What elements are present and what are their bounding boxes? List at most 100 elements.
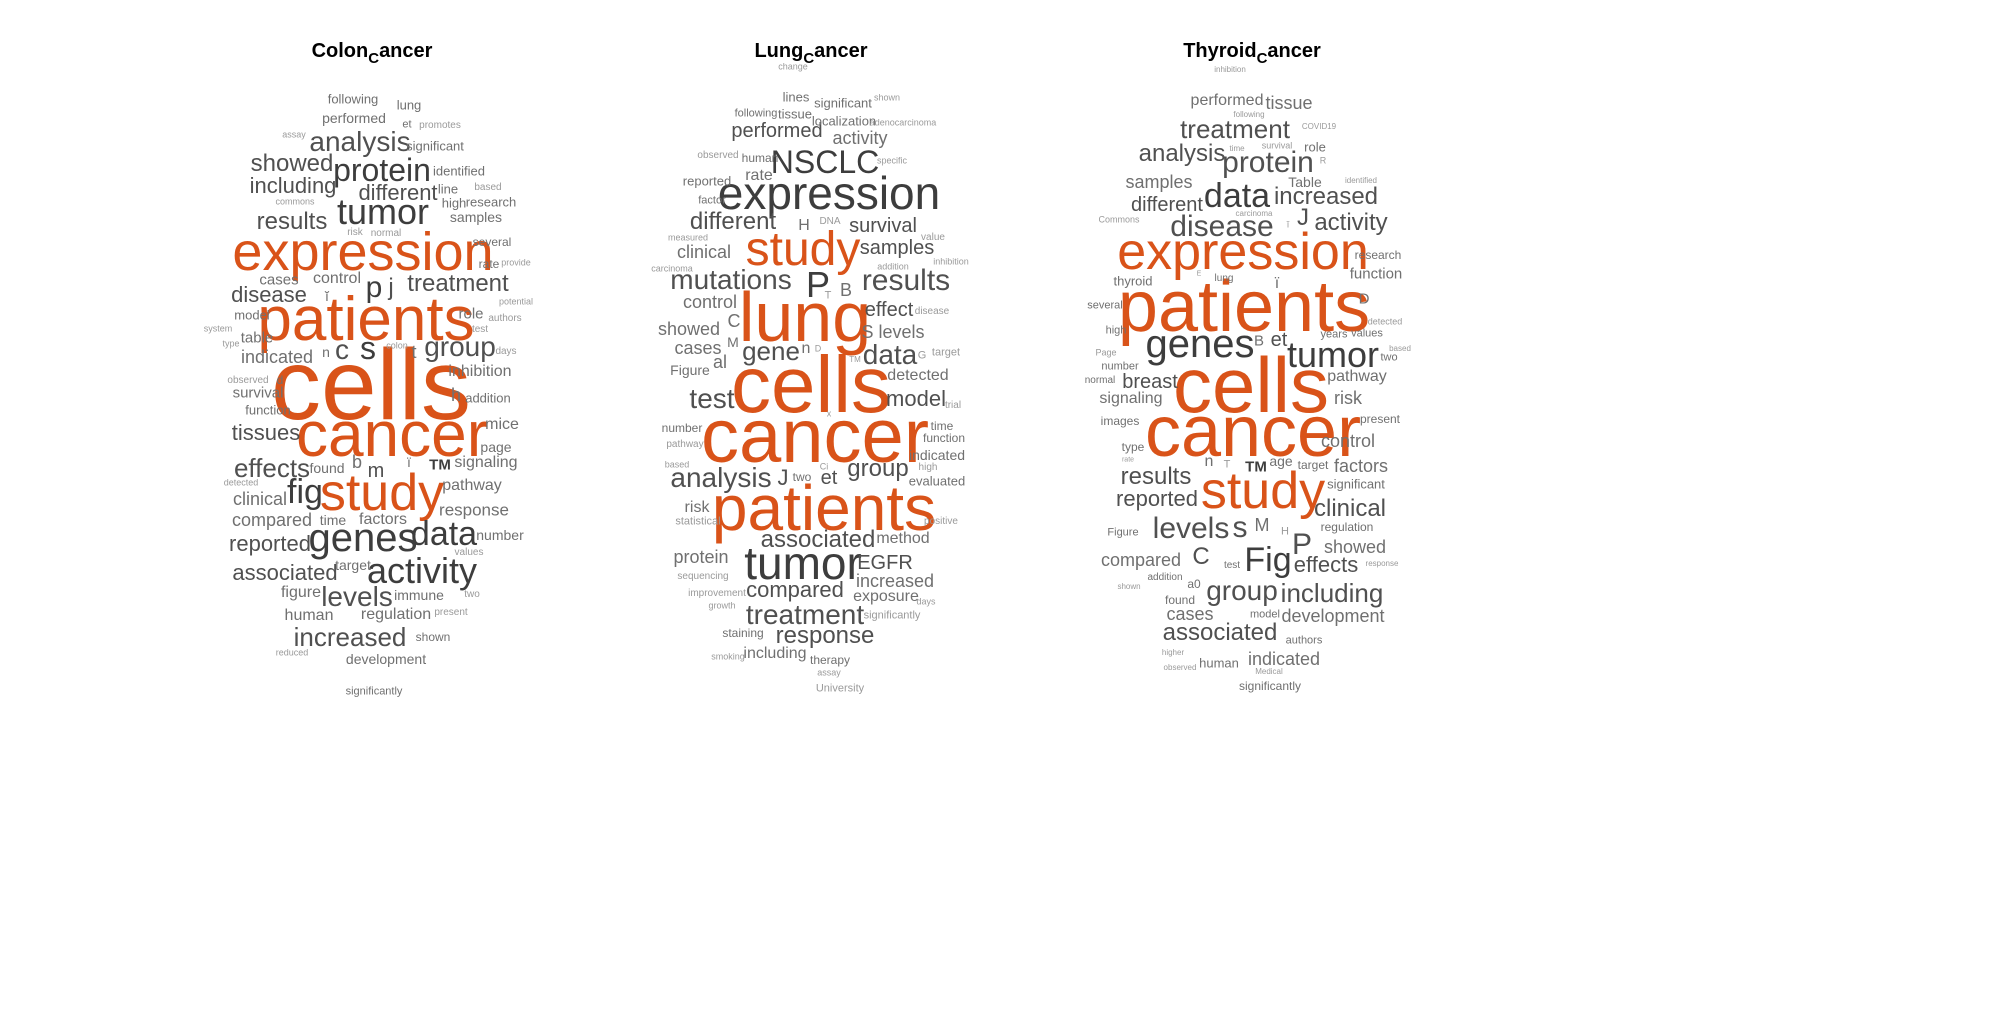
word-potential: potential — [498, 296, 534, 307]
title-main: Lung — [754, 40, 804, 62]
word-data: data — [862, 339, 918, 370]
word-following: following — [734, 107, 778, 120]
word-cases: cases — [1166, 604, 1214, 624]
word-group: group — [847, 455, 909, 482]
word-gene: gene — [742, 336, 800, 366]
word-rate: rate — [478, 257, 500, 271]
word-clinical: clinical — [232, 489, 288, 509]
word-normal: normal — [370, 228, 402, 239]
word-based: based — [474, 182, 502, 193]
word-based: based — [664, 459, 690, 470]
word-samples: samples — [1125, 172, 1193, 192]
word-high: high — [918, 462, 938, 473]
word-cells: cells — [1172, 341, 1330, 429]
word-genes: genes — [308, 516, 418, 560]
word-localization: localization — [811, 113, 877, 129]
thyroid-cancer-wordcloud: ThyroidCancer cells cancer patients express… — [992, 40, 1512, 693]
word-fig: Fig — [1244, 541, 1292, 579]
word-addition: addition — [1147, 572, 1183, 583]
word-study: study — [1200, 462, 1326, 520]
word-factor: factor — [698, 194, 726, 207]
word-disease: disease — [1170, 210, 1274, 243]
word-treatment: treatment — [1180, 114, 1290, 144]
word-significantly: significantly — [1238, 679, 1302, 693]
word-inhibition: inhibition — [933, 256, 969, 267]
word-positive: positive — [924, 516, 958, 527]
word-significant: significant — [1327, 476, 1385, 492]
word-measured: measured — [667, 232, 709, 243]
word-al: al — [712, 352, 728, 372]
word-line: line — [437, 181, 459, 197]
word-observed: observed — [697, 150, 739, 161]
word-reported: reported — [682, 173, 732, 189]
word-specific: specific — [876, 155, 908, 166]
word-pathway: pathway — [666, 439, 704, 450]
word-carcinoma: carcinoma — [1235, 209, 1273, 218]
word-images: images — [1100, 414, 1140, 428]
word-provide: provide — [501, 257, 531, 268]
word-associated: associated — [760, 526, 876, 553]
word-j: J — [777, 465, 789, 490]
word-improvement: improvement — [688, 588, 746, 599]
word-value: value — [921, 232, 945, 243]
word-survival: survival — [1261, 140, 1293, 151]
word-h: h — [450, 385, 462, 405]
word-detected: detected — [1367, 316, 1403, 327]
word-b: B — [839, 280, 853, 300]
word-genes: genes — [1145, 322, 1255, 366]
word-sequencing: sequencing — [677, 571, 729, 582]
word-b: b — [351, 452, 363, 472]
word-detected: detected — [887, 367, 949, 384]
word-results: results — [256, 208, 328, 235]
word--: ï — [1274, 275, 1280, 292]
word-table: Table — [1288, 174, 1322, 190]
word-time: time — [1229, 144, 1245, 153]
word-time: time — [930, 419, 954, 433]
word-growth: growth — [708, 600, 736, 611]
word-data: data — [1203, 177, 1271, 215]
word-increased: increased — [293, 622, 407, 652]
title-rest: ancer — [1267, 40, 1321, 62]
word-commons: commons — [275, 196, 315, 207]
word-tm: TM — [429, 456, 451, 474]
word-detected: detected — [223, 477, 259, 488]
word-cases: cases — [674, 338, 722, 358]
thyroid-cancer-title: ThyroidCancer — [992, 40, 1512, 67]
word-tm: TM — [849, 355, 861, 364]
word-age: age — [1269, 453, 1293, 469]
word-found: found — [1164, 593, 1196, 607]
word-tissue: tissue — [1265, 93, 1313, 113]
word-normal: normal — [1084, 375, 1116, 386]
word-treatment: treatment — [407, 270, 509, 297]
word-regulation: regulation — [1320, 520, 1374, 534]
word-observed: observed — [1163, 663, 1197, 672]
word-reduced: reduced — [275, 647, 309, 658]
word-method: method — [876, 530, 930, 547]
word-control: control — [1320, 431, 1376, 451]
word-number: number — [476, 527, 524, 543]
word-type: type — [1121, 440, 1145, 454]
word-authors: authors — [488, 313, 522, 324]
word-egfr: EGFR — [857, 552, 913, 574]
word-different: different — [689, 208, 777, 235]
word-tissues: tissues — [231, 420, 301, 445]
word-effects: effects — [233, 453, 311, 483]
word-values: values — [1351, 327, 1383, 340]
word-effect: effect — [864, 299, 914, 321]
word-mice: mice — [485, 416, 519, 433]
word-cancer: cancer — [295, 398, 489, 470]
word-type: type — [222, 338, 240, 349]
word-associated: associated — [232, 560, 338, 585]
word-indicated: indicated — [908, 447, 966, 463]
word-university: University — [815, 682, 865, 695]
word-c: c — [335, 334, 349, 365]
word-t: t — [411, 342, 417, 362]
word-two: two — [464, 589, 480, 600]
word-signaling: signaling — [1099, 390, 1163, 407]
word-figure: Figure — [1107, 526, 1139, 539]
word-clinical: clinical — [1313, 495, 1387, 522]
word-tm: TM — [1245, 458, 1267, 476]
word-cells: cells — [730, 340, 892, 429]
word-control: control — [312, 270, 362, 287]
word-pathway: pathway — [1327, 368, 1387, 385]
